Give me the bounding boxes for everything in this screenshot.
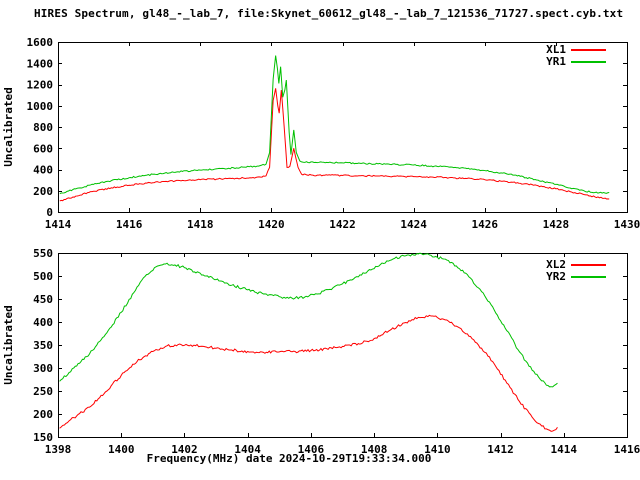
y-tick-label: 350 — [33, 339, 53, 352]
panel-bottom: 1398 1400 1402 1404 1406 1408 1410 1412 1414 1416… — [33, 247, 640, 456]
y-tick-label: 400 — [33, 164, 53, 177]
series-yr1-line — [59, 55, 610, 195]
legend-label-xl2: XL2 — [546, 258, 566, 271]
x-tick-label: 1424 — [400, 218, 427, 231]
x-tick-label: 1406 — [298, 443, 325, 456]
x-tick-label: 1410 — [424, 443, 451, 456]
y-tick-label: 800 — [33, 121, 53, 134]
x-tick-label: 1418 — [187, 218, 214, 231]
top-y-axis-label: Uncalibrated — [2, 87, 15, 167]
x-tick-label: 1414 — [45, 218, 72, 231]
y-tick-label: 1200 — [27, 79, 54, 92]
series-xl2-line — [59, 314, 558, 432]
x-tick-label: 1430 — [614, 218, 640, 231]
y-tick-label: 600 — [33, 142, 53, 155]
panel-top: 1414 1416 1418 1420 1422 1424 1426 1428 1430 0 200… — [27, 36, 640, 231]
x-tick-label: 1412 — [487, 443, 514, 456]
y-tick-label: 300 — [33, 362, 53, 375]
plot-title: HIRES Spectrum, gl48_-_lab_7, file:Skyne… — [34, 7, 624, 20]
legend-label-yr1: YR1 — [546, 55, 566, 68]
x-tick-label: 1426 — [472, 218, 499, 231]
y-tick-label: 1400 — [27, 57, 54, 70]
x-tick-label: 1416 — [116, 218, 143, 231]
legend-label-yr2: YR2 — [546, 270, 566, 283]
x-tick-label: 1422 — [329, 218, 356, 231]
series-xl1-line — [59, 88, 610, 202]
legend-label-xl1: XL1 — [546, 43, 566, 56]
y-tick-label: 1000 — [27, 100, 54, 113]
y-tick-label: 450 — [33, 293, 53, 306]
x-tick-label: 1404 — [234, 443, 261, 456]
x-tick-label: 1414 — [551, 443, 578, 456]
series-yr2-line — [59, 252, 558, 388]
y-tick-label: 250 — [33, 385, 53, 398]
y-tick-label: 550 — [33, 247, 53, 260]
x-tick-label: 1408 — [361, 443, 388, 456]
x-tick-label: 1402 — [171, 443, 198, 456]
x-tick-label: 1428 — [543, 218, 570, 231]
bottom-y-axis-label: Uncalibrated — [2, 305, 15, 385]
y-tick-label: 1600 — [27, 36, 54, 49]
x-tick-label: 1398 — [45, 443, 72, 456]
y-tick-label: 200 — [33, 185, 53, 198]
y-tick-label: 150 — [33, 431, 53, 444]
y-tick-label: 500 — [33, 270, 53, 283]
x-tick-label: 1416 — [614, 443, 640, 456]
y-tick-label: 0 — [46, 206, 53, 219]
x-axis-label: Frequency(MHz) date 2024-10-29T19:33:34.… — [146, 452, 432, 465]
y-tick-label: 400 — [33, 316, 53, 329]
x-tick-label: 1400 — [108, 443, 135, 456]
x-tick-label: 1420 — [258, 218, 285, 231]
y-tick-label: 200 — [33, 408, 53, 421]
